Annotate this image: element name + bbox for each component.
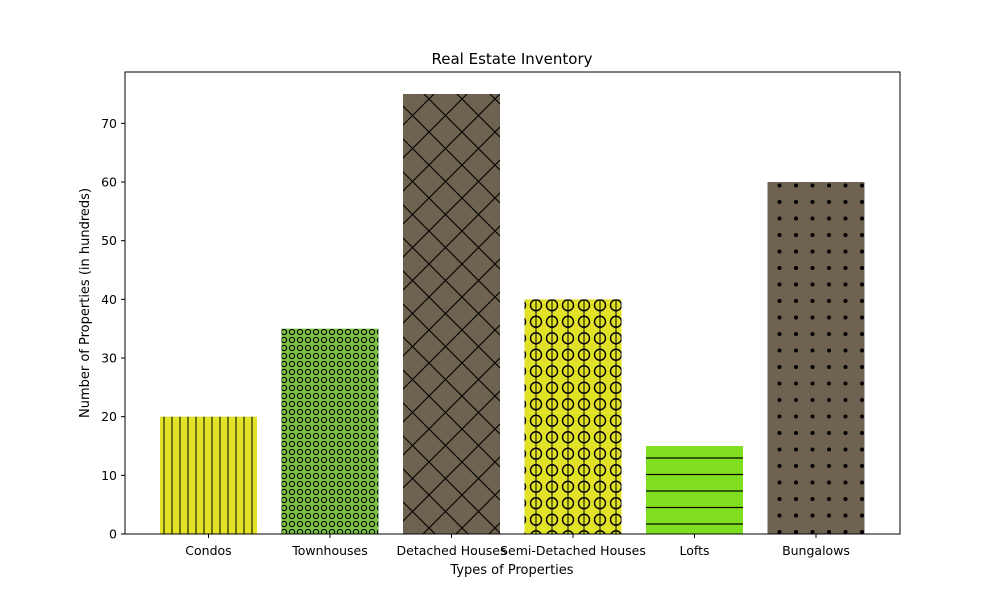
bar-hatch bbox=[646, 446, 743, 534]
plot-area: 0 10 20 30 40 50 60 70 Condos Townhouses Detached… bbox=[101, 71, 901, 558]
y-tick-label: 40 bbox=[101, 292, 117, 307]
x-tick-label: Townhouses bbox=[291, 543, 368, 558]
bar-hatch bbox=[524, 299, 622, 534]
x-tick-label: Bungalows bbox=[782, 543, 850, 558]
bar-hatch bbox=[160, 416, 257, 534]
y-axis-ticks: 0 10 20 30 40 50 60 70 bbox=[101, 116, 125, 542]
y-tick-label: 60 bbox=[101, 175, 117, 190]
bar-hatch bbox=[403, 94, 500, 534]
x-axis-ticks: Condos Townhouses Detached HousesSemi-Deta… bbox=[185, 534, 850, 558]
y-tick-label: 30 bbox=[101, 351, 117, 366]
y-tick-label: 0 bbox=[109, 527, 117, 542]
y-tick-label: 50 bbox=[101, 233, 117, 248]
x-tick-label: Lofts bbox=[680, 543, 710, 558]
y-axis-label: Number of Properties (in hundreds) bbox=[78, 188, 93, 418]
y-tick-label: 20 bbox=[101, 409, 117, 424]
bar-hatch bbox=[767, 182, 865, 534]
plot-frame bbox=[124, 71, 901, 535]
x-tick-label: Condos bbox=[185, 543, 231, 558]
bar-hatch bbox=[281, 328, 379, 534]
x-axis-label: Types of Properties bbox=[449, 563, 573, 578]
y-tick-label: 70 bbox=[101, 116, 117, 131]
x-tick-label: Detached Houses bbox=[397, 543, 507, 558]
chart-title: Real Estate Inventory bbox=[432, 50, 593, 68]
x-tick-label: Semi-Detached Houses bbox=[500, 543, 646, 558]
bars-group bbox=[160, 94, 865, 534]
y-tick-label: 10 bbox=[101, 468, 117, 483]
